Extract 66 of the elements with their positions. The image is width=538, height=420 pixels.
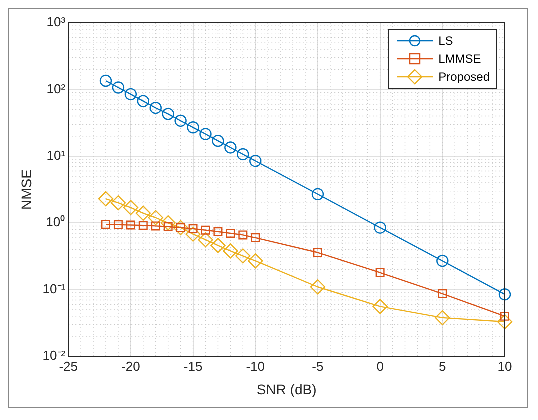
y-tick-label: 10² bbox=[46, 81, 66, 96]
x-tick-label: -10 bbox=[246, 358, 266, 374]
x-axis-title: SNR (dB) bbox=[256, 381, 317, 398]
point bbox=[136, 206, 152, 222]
y-tick-label: 10⁻¹ bbox=[42, 281, 66, 296]
point bbox=[236, 248, 251, 264]
point bbox=[500, 312, 510, 321]
point bbox=[374, 222, 386, 234]
point bbox=[188, 224, 198, 234]
point bbox=[174, 114, 187, 128]
point bbox=[438, 289, 448, 298]
point bbox=[435, 310, 450, 326]
point bbox=[162, 108, 174, 120]
point bbox=[124, 88, 138, 101]
point bbox=[210, 238, 226, 254]
point bbox=[123, 200, 139, 216]
x-tick-label: 5 bbox=[439, 358, 446, 374]
point bbox=[214, 227, 223, 236]
point bbox=[372, 299, 388, 314]
point bbox=[137, 95, 150, 108]
point bbox=[248, 254, 264, 269]
point bbox=[102, 220, 110, 230]
y-tick-label: 10⁰ bbox=[46, 214, 66, 230]
point bbox=[148, 210, 164, 226]
point bbox=[497, 314, 513, 330]
point bbox=[186, 226, 201, 242]
point bbox=[376, 268, 385, 278]
y-tick-label: 10³ bbox=[46, 14, 66, 30]
point bbox=[251, 233, 260, 242]
point bbox=[226, 229, 236, 238]
point bbox=[313, 248, 322, 258]
x-tick-label: -20 bbox=[122, 358, 140, 374]
point bbox=[100, 74, 112, 88]
y-tick-label: 10¹ bbox=[46, 148, 66, 164]
point bbox=[150, 102, 162, 114]
point bbox=[112, 82, 125, 94]
point bbox=[151, 222, 160, 231]
x-tick-label: 0 bbox=[376, 358, 384, 374]
point bbox=[498, 288, 512, 301]
point bbox=[126, 220, 136, 230]
point bbox=[224, 142, 237, 154]
point bbox=[198, 232, 214, 248]
point bbox=[310, 280, 326, 295]
point bbox=[250, 155, 262, 168]
point bbox=[201, 226, 210, 235]
y-axis-title: NMSE bbox=[18, 170, 34, 210]
point bbox=[114, 220, 123, 230]
x-tick-label: -5 bbox=[312, 358, 324, 374]
point bbox=[110, 195, 126, 211]
legend-label: LMMSE bbox=[438, 52, 482, 66]
point bbox=[237, 148, 250, 161]
x-tick-label: 10 bbox=[498, 358, 512, 374]
point bbox=[98, 191, 114, 207]
point bbox=[160, 216, 176, 231]
point bbox=[436, 255, 449, 268]
point bbox=[212, 134, 224, 148]
point bbox=[200, 128, 212, 140]
legend-label: LS bbox=[438, 34, 454, 48]
x-tick-label: -15 bbox=[184, 358, 203, 374]
legend-label: Proposed bbox=[438, 70, 490, 84]
point bbox=[187, 122, 200, 134]
point bbox=[312, 188, 324, 200]
point bbox=[223, 244, 238, 259]
point bbox=[173, 220, 188, 236]
point bbox=[238, 230, 248, 240]
point bbox=[138, 221, 148, 230]
